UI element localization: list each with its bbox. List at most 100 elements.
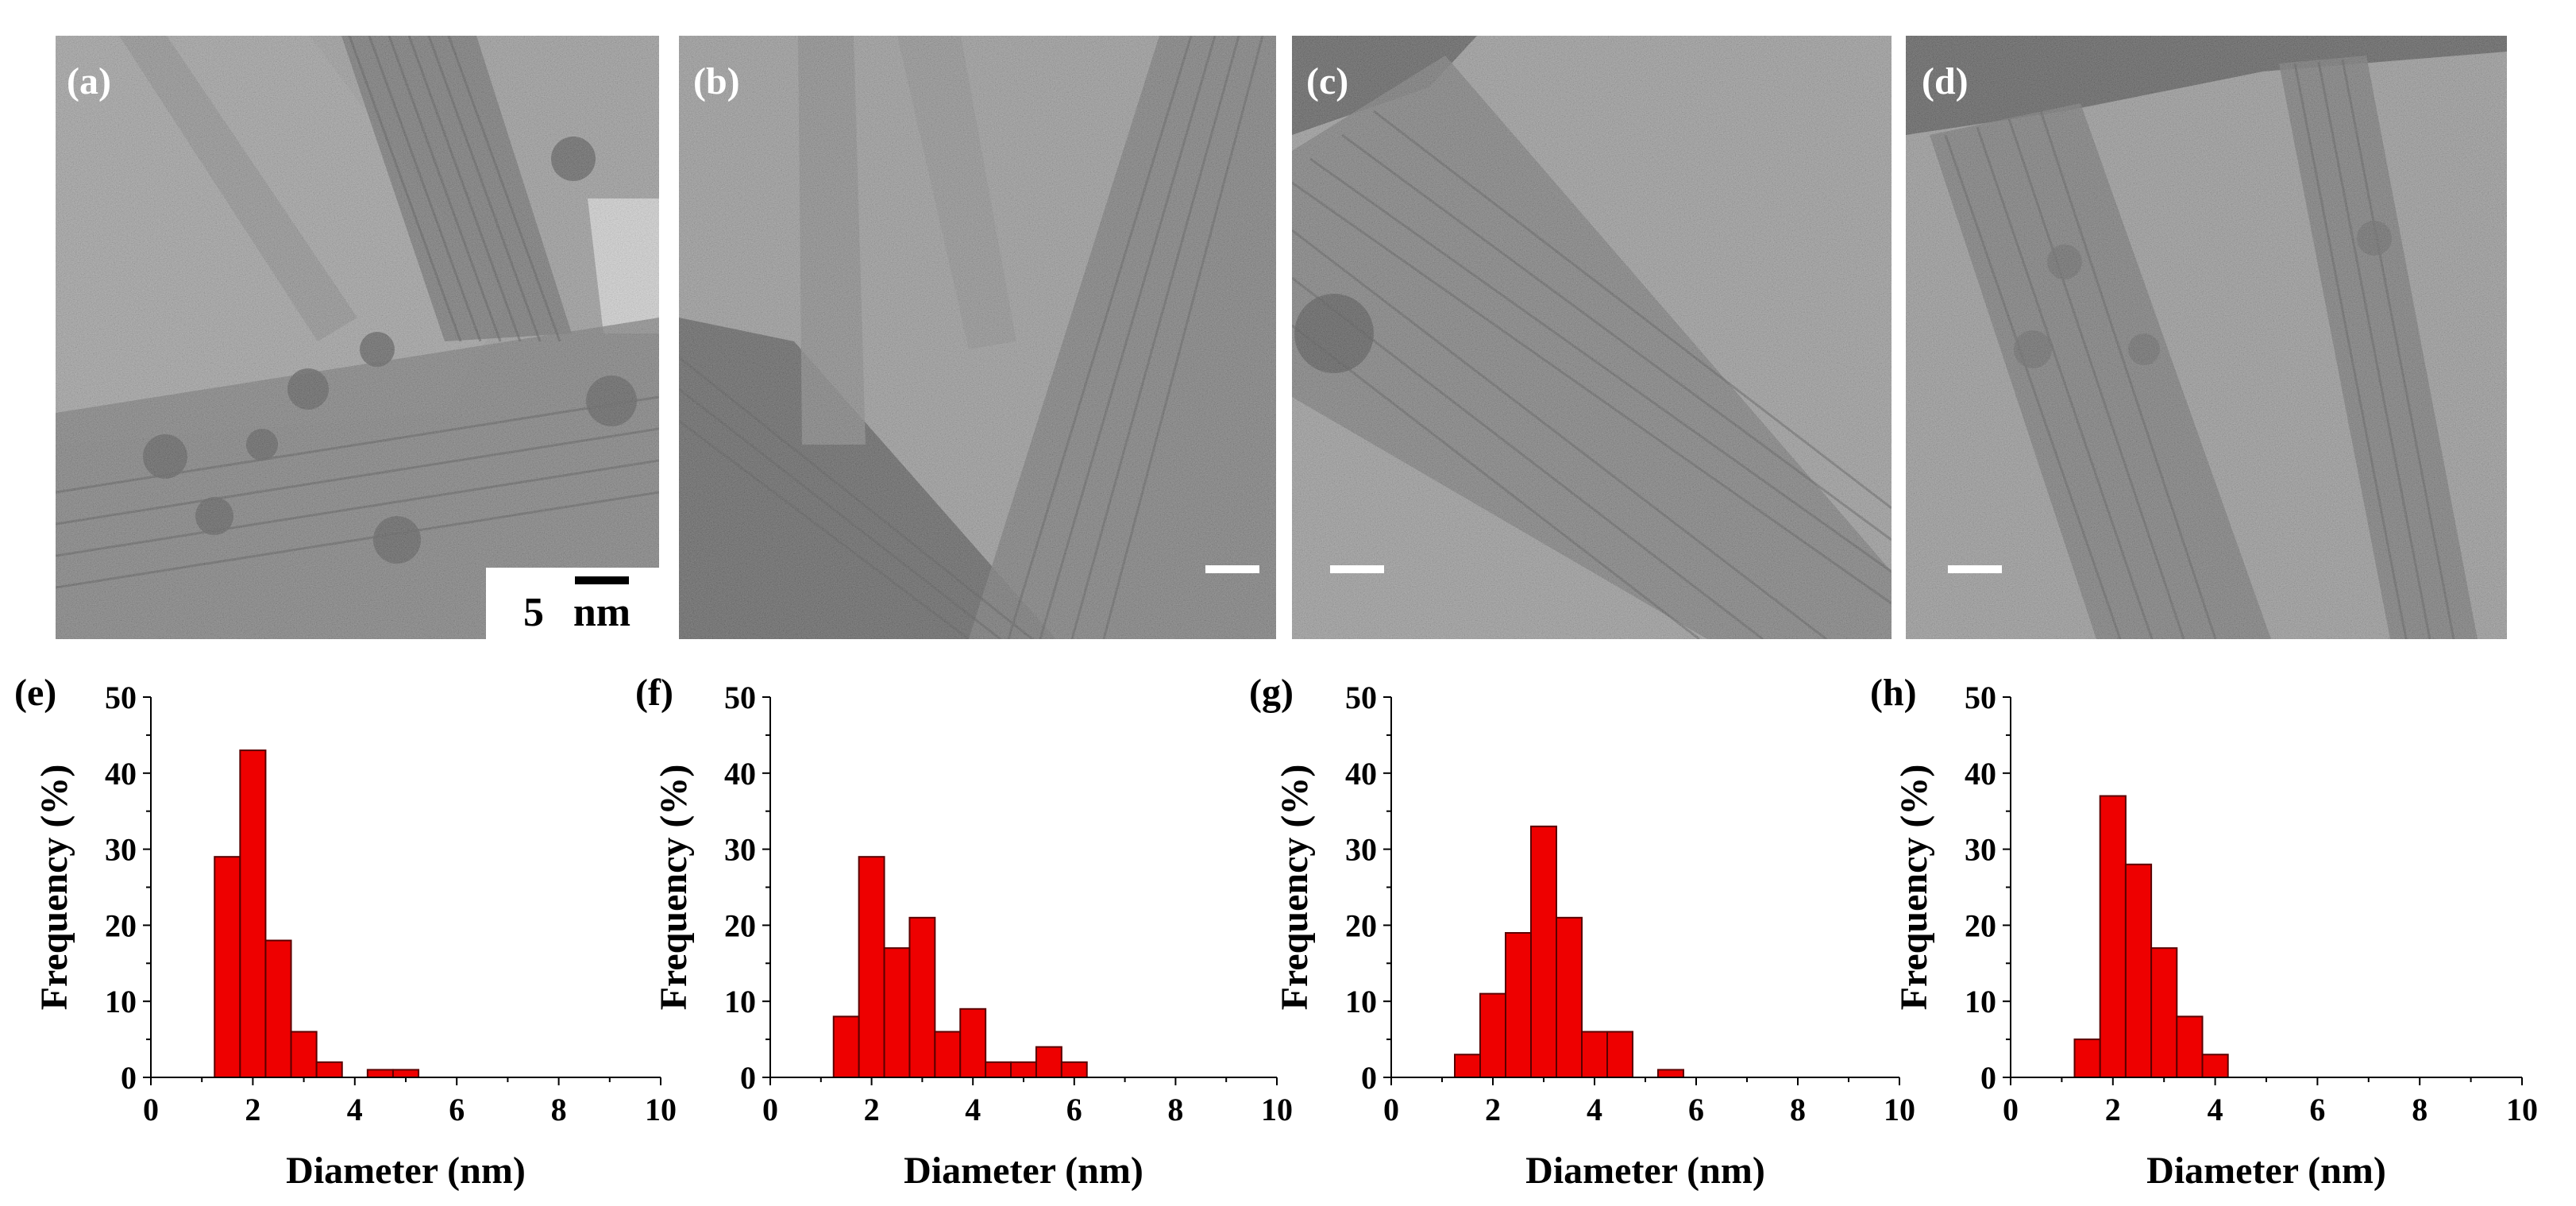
histogram-h-y-tick-label: 40: [1965, 756, 1996, 792]
histogram-h-bar: [2099, 795, 2127, 1078]
histogram-e: 0 2 4 6 8 10 0 10 20 30 40 50 Diameter (nm) Frequency…: [33, 680, 677, 1192]
histogram-f-y-tick-label: 0: [740, 1060, 756, 1096]
histogram-g-x-tick-label: 0: [1383, 1092, 1399, 1127]
scale-bar-unit: nm: [573, 590, 631, 635]
histogram-g-x-tick-label: 2: [1485, 1092, 1501, 1127]
histogram-e-y-tick-label: 50: [105, 680, 137, 715]
histogram-h-y-tick-label: 50: [1965, 680, 1996, 715]
histogram-g-x-axis-title: Diameter (nm): [1525, 1150, 1765, 1192]
histogram-f-x-tick-label: 4: [965, 1092, 981, 1127]
histogram-g-y-tick-label: 10: [1345, 984, 1377, 1019]
histogram-g-x-tick-label: 10: [1884, 1092, 1915, 1127]
histogram-f-bars: [832, 856, 1088, 1079]
histogram-row: (e) (f) (g) (h) 0 2 4 6 8 1001020304050Diamet…: [14, 672, 2538, 1192]
histogram-f-bar: [934, 1031, 962, 1079]
histogram-f-x-tick-label: 2: [864, 1092, 880, 1127]
panel-label-b: (b): [693, 60, 740, 102]
histogram-g-bar: [1454, 1054, 1481, 1079]
histogram-g-bar: [1505, 931, 1532, 1078]
tem-image-d-noise: [1906, 36, 2507, 639]
histogram-f-x-tick-label: 8: [1167, 1092, 1183, 1127]
histogram-f-y-tick-label: 30: [724, 832, 756, 868]
histogram-e-bar: [264, 939, 292, 1079]
scale-bar-box: [486, 568, 659, 639]
histogram-f-bar: [832, 1015, 860, 1078]
histogram-e-x-axis-title: Diameter (nm): [286, 1150, 526, 1192]
histogram-f-y-tick-label: 40: [724, 756, 756, 792]
histogram-e-x-tick-label: 6: [449, 1092, 465, 1127]
histogram-f-bar: [883, 947, 911, 1079]
histogram-e-x-tick-label: 0: [143, 1092, 159, 1127]
histogram-h-y-tick-label: 20: [1965, 907, 1996, 943]
histogram-f-bar: [985, 1061, 1012, 1078]
histogram-g-bar: [1530, 825, 1557, 1078]
panel-label-g: (g): [1249, 672, 1294, 714]
histogram-f-bar: [908, 916, 936, 1078]
tem-panel-d: [1906, 36, 2507, 639]
histogram-e-y-tick-label: 10: [105, 984, 137, 1019]
histogram-f-y-axis-title: Frequency (%): [653, 765, 695, 1011]
histogram-f-bar: [1010, 1061, 1037, 1078]
histogram-h-y-tick-label: 30: [1965, 832, 1996, 868]
histogram-g: 0 2 4 6 8 10 0 10 20 30 40 50 Diameter (nm) Frequency…: [1274, 680, 1915, 1192]
histogram-h: 0 2 4 6 8 10 0 10 20 30 40 50 Diameter (nm) Frequency…: [1893, 680, 2538, 1192]
histogram-h-x-tick-label: 4: [2208, 1092, 2223, 1127]
scale-bar: [575, 576, 629, 584]
histogram-e-x-tick-label: 10: [645, 1092, 677, 1127]
histogram-h-x-tick-label: 8: [2412, 1092, 2428, 1127]
histogram-h-x-tick-label: 6: [2309, 1092, 2325, 1127]
histogram-g-y-tick-label: 20: [1345, 907, 1377, 943]
tem-image-c-noise: [1292, 36, 1892, 639]
tem-panel-c: [1292, 36, 1892, 639]
histogram-g-y-tick-label: 40: [1345, 756, 1377, 792]
histogram-f-bar: [1060, 1061, 1088, 1078]
histogram-g-bar: [1556, 916, 1583, 1078]
scale-bar-d: [1948, 565, 2002, 573]
scale-bar-c: [1330, 565, 1384, 573]
histogram-f-y-tick-label: 10: [724, 984, 756, 1019]
histogram-g-x-tick-label: 4: [1587, 1092, 1602, 1127]
panel-label-h: (h): [1870, 672, 1917, 714]
panel-label-a: (a): [67, 60, 111, 102]
histogram-f-x-tick-label: 10: [1261, 1092, 1293, 1127]
histogram-h-bars: [2073, 795, 2229, 1079]
histogram-f-x-axis-title: Diameter (nm): [904, 1150, 1143, 1192]
histogram-g-x-tick-label: 8: [1790, 1092, 1806, 1127]
histogram-g-y-tick-label: 0: [1361, 1060, 1377, 1096]
histogram-g-bar: [1657, 1069, 1684, 1079]
histogram-g-bars: [1454, 825, 1684, 1079]
tem-image-a-noise: [56, 36, 659, 639]
tem-image-row: 5 nm (a) (b): [56, 36, 2507, 639]
histogram-e-bar: [239, 749, 267, 1078]
histogram-e-bar: [315, 1061, 343, 1078]
histogram-e-x-tick-label: 4: [347, 1092, 363, 1127]
histogram-g-bar: [1479, 992, 1506, 1078]
histogram-g-y-tick-label: 30: [1345, 832, 1377, 868]
histogram-g-y-tick-label: 50: [1345, 680, 1377, 715]
histogram-e-y-tick-label: 30: [105, 832, 137, 868]
panel-label-c: (c): [1306, 60, 1348, 102]
histogram-e-y-tick-label: 40: [105, 756, 137, 792]
scale-bar-value: 5: [523, 590, 544, 635]
histogram-g-x-tick-label: 6: [1688, 1092, 1704, 1127]
histogram-f-y-tick-label: 50: [724, 680, 756, 715]
histogram-e-bars: [214, 749, 420, 1079]
panel-label-e: (e): [14, 672, 56, 714]
histogram-h-bar: [2073, 1038, 2101, 1078]
histogram-h-x-tick-label: 0: [2003, 1092, 2019, 1127]
histogram-h-y-tick-label: 0: [1980, 1060, 1996, 1096]
histogram-h-x-tick-label: 2: [2105, 1092, 2121, 1127]
histogram-h-y-axis-title: Frequency (%): [1893, 765, 1935, 1011]
histogram-h-bar: [2201, 1054, 2229, 1079]
histogram-h-x-axis-title: Diameter (nm): [2146, 1150, 2386, 1192]
histogram-e-bar: [366, 1069, 394, 1079]
histogram-f-x-tick-label: 0: [762, 1092, 778, 1127]
histogram-h-x-tick-label: 10: [2506, 1092, 2538, 1127]
histogram-f-bar: [1035, 1046, 1062, 1079]
histogram-h-bar: [2150, 947, 2178, 1079]
tem-panel-a: 5 nm: [56, 36, 659, 639]
histogram-e-x-tick-label: 2: [245, 1092, 260, 1127]
panel-label-f: (f): [635, 672, 673, 714]
